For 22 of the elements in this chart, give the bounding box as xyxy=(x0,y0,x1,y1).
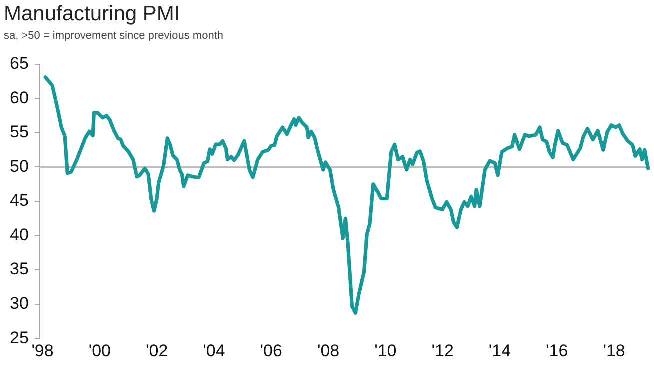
x-tick-label: '14 xyxy=(488,341,512,360)
x-tick-label: '00 xyxy=(88,341,111,360)
x-tick-label: '02 xyxy=(146,341,168,360)
x-tick-label: '06 xyxy=(260,341,282,360)
y-tick-label: 35 xyxy=(10,260,29,279)
x-tick-label: '12 xyxy=(432,341,454,360)
y-tick-label: 60 xyxy=(10,88,29,108)
y-tick-label: 50 xyxy=(10,156,29,176)
chart-title: Manufacturing PMI xyxy=(4,2,180,26)
y-tick-label: 40 xyxy=(10,225,29,244)
chart-subtitle: sa, >50 = improvement since previous month xyxy=(4,30,224,42)
x-tick-label: '16 xyxy=(546,341,568,360)
y-tick-label: 55 xyxy=(10,122,29,142)
x-tick-label: '18 xyxy=(603,341,626,360)
y-tick-label: 25 xyxy=(10,328,29,348)
x-tick-label: '10 xyxy=(374,341,397,360)
x-tick-label: '04 xyxy=(203,341,226,360)
y-tick-label: 65 xyxy=(10,54,29,74)
y-tick-label: 45 xyxy=(10,191,29,210)
x-tick-label: '98 xyxy=(32,341,54,360)
y-tick-label: 30 xyxy=(10,294,29,314)
x-tick-label: '08 xyxy=(317,341,340,360)
